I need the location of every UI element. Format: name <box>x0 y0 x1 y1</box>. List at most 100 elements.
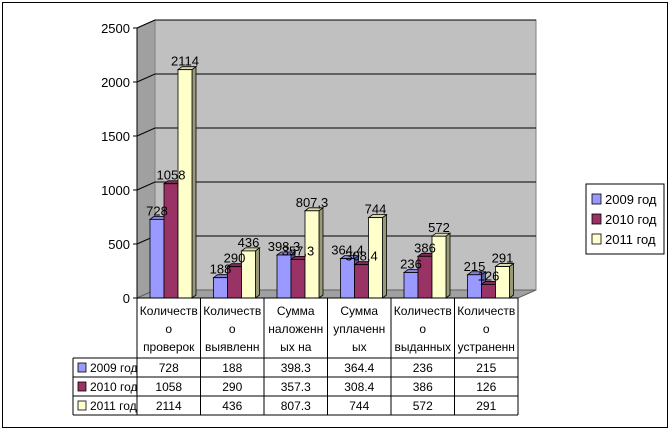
bar-side <box>445 232 451 299</box>
table-series-name: 2011 год <box>90 399 137 413</box>
y-tick-label: 0 <box>123 291 130 306</box>
table-swatch <box>77 400 87 411</box>
category-label: Количеств <box>140 304 198 318</box>
table-cell: 291 <box>476 399 496 413</box>
data-label: 188 <box>210 262 232 277</box>
table-cell: 126 <box>476 380 496 394</box>
bar <box>290 259 306 299</box>
gridline <box>136 73 536 83</box>
table-cell: 386 <box>413 380 433 394</box>
table-cell: 308.4 <box>344 380 374 394</box>
data-label: 728 <box>146 203 168 218</box>
legend-swatch <box>591 233 602 245</box>
data-label: 436 <box>238 235 260 250</box>
y-tick-label: 2000 <box>101 75 130 90</box>
data-label: 364,4 <box>331 243 364 258</box>
legend-label: 2010 год <box>605 212 657 227</box>
bar-2-1 <box>240 247 261 299</box>
data-label: 807,3 <box>296 195 329 210</box>
category-label: Сумма <box>340 304 378 318</box>
table-cell: 807.3 <box>281 399 311 413</box>
category-label: Количеств <box>203 304 261 318</box>
category-label: о <box>419 322 426 336</box>
bar <box>340 258 355 299</box>
data-label: 357,3 <box>282 243 315 258</box>
category-label: Количеств <box>457 304 515 318</box>
bar-side <box>382 213 387 299</box>
table-cell: 215 <box>476 361 496 375</box>
data-label: 572 <box>428 220 450 235</box>
bar-chart-3d: 0 500 1000 1500 2000 2500 728 188 398,3 364,4 236 2… <box>72 19 665 416</box>
legend-swatch <box>591 193 602 205</box>
data-label: 2114 <box>171 54 199 69</box>
table-cell: 398.3 <box>281 361 311 375</box>
data-label: 1058 <box>157 168 186 183</box>
table-cell: 436 <box>222 399 242 413</box>
category-label: Сумма <box>277 304 315 318</box>
bar-side <box>509 262 514 299</box>
gridline <box>136 127 536 137</box>
gridline <box>136 181 536 191</box>
category-label: ых на <box>280 340 312 354</box>
bar <box>149 218 165 299</box>
data-label: 744 <box>365 202 387 217</box>
table-cell: 2114 <box>156 399 182 413</box>
category-label: устраненн <box>458 340 515 354</box>
bar <box>163 183 179 299</box>
table-swatch <box>77 362 87 373</box>
table-series-name: 2009 год <box>90 361 138 375</box>
chart-frame: 0 500 1000 1500 2000 2500 728 188 398,3 364,4 236 2… <box>2 2 668 428</box>
table-cell: 728 <box>159 361 179 375</box>
y-tick-label: 2500 <box>101 21 130 36</box>
y-tick-label: 1000 <box>101 183 130 198</box>
category-label: Количеств <box>394 304 452 318</box>
bar <box>481 283 496 299</box>
table-swatch <box>77 381 87 392</box>
bars-layer <box>148 65 515 299</box>
table-cell: 357.3 <box>281 380 311 394</box>
bar-2-2 <box>303 207 325 299</box>
bar <box>403 272 419 299</box>
table-cell: 364.4 <box>344 361 374 375</box>
category-label: о <box>483 322 490 336</box>
data-label: 308,4 <box>345 249 378 264</box>
data-label: 126 <box>478 268 500 283</box>
table-cell: 188 <box>222 361 242 375</box>
category-label: уплаченн <box>333 322 385 336</box>
table-cell: 236 <box>413 361 433 375</box>
bar-2-5 <box>494 262 515 299</box>
bar-side <box>255 247 260 299</box>
data-label: 291 <box>492 251 514 266</box>
table-cell: 1058 <box>155 380 182 394</box>
legend-swatch <box>591 213 602 225</box>
bar <box>213 277 228 299</box>
category-label: наложенн <box>268 322 323 336</box>
bar <box>276 254 292 299</box>
legend-label: 2011 год <box>605 232 656 247</box>
bar-2-0 <box>176 65 198 299</box>
data-label: 386 <box>414 240 436 255</box>
y-tick-label: 1500 <box>101 129 130 144</box>
bar <box>177 69 193 299</box>
table-series-name: 2010 год <box>90 380 138 394</box>
bar <box>354 264 369 299</box>
gridline <box>136 19 536 29</box>
category-label: выданных <box>394 340 451 354</box>
data-label: 398,3 <box>268 239 301 254</box>
data-label: 236 <box>400 257 422 272</box>
category-label: выявленн <box>205 340 260 354</box>
data-label: 290 <box>224 251 246 266</box>
category-label: проверок <box>143 340 195 354</box>
y-tick-label: 500 <box>108 237 130 252</box>
category-label: о <box>165 322 172 336</box>
legend-label: 2009 год <box>605 192 657 207</box>
category-label: ых <box>352 340 367 354</box>
table-cell: 572 <box>413 399 433 413</box>
category-label: о <box>229 322 236 336</box>
table-cell: 290 <box>222 380 242 394</box>
bar-side <box>318 207 324 299</box>
table-cell: 744 <box>349 399 369 413</box>
bar-2-3 <box>367 213 388 299</box>
bar-side <box>191 65 197 299</box>
data-label: 215 <box>464 259 486 274</box>
